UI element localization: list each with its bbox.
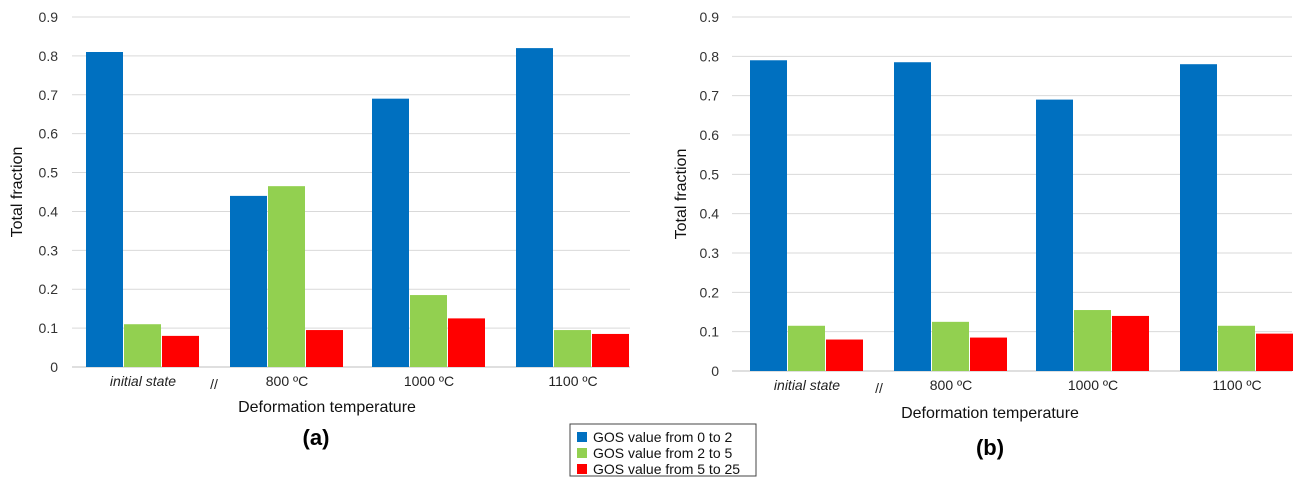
- y-tick-label: 0.7: [39, 87, 59, 103]
- axis-break-mark: //: [875, 380, 883, 396]
- legend-swatch: [577, 464, 587, 474]
- y-axis-title: Total fraction: [673, 149, 690, 240]
- bar: [306, 330, 343, 367]
- bar: [1180, 64, 1217, 371]
- legend-label: GOS value from 2 to 5: [593, 445, 732, 461]
- bar: [268, 186, 305, 367]
- bar: [750, 60, 787, 372]
- y-tick-label: 0.7: [700, 88, 720, 104]
- bar: [1256, 333, 1293, 371]
- y-tick-label: 0.5: [39, 165, 59, 181]
- bar: [1074, 310, 1111, 371]
- bar: [86, 52, 123, 367]
- bar: [410, 295, 447, 367]
- x-category-label: 1100 ºC: [548, 373, 597, 389]
- x-axis-title: Deformation temperature: [238, 399, 416, 416]
- x-category-label: 800 ºC: [930, 377, 972, 393]
- y-tick-label: 0.5: [700, 166, 720, 182]
- y-tick-label: 0.9: [39, 9, 59, 25]
- y-tick-label: 0.1: [39, 320, 59, 336]
- y-tick-label: 0.3: [700, 245, 720, 261]
- x-axis-title: Deformation temperature: [901, 405, 1079, 422]
- legend-label: GOS value from 5 to 25: [593, 461, 740, 477]
- x-category-label: 1000 ºC: [1068, 377, 1118, 393]
- y-tick-label: 0.2: [700, 284, 720, 300]
- x-category-label: 800 ºC: [266, 373, 308, 389]
- y-axis-title: Total fraction: [9, 147, 26, 238]
- bar: [932, 321, 969, 371]
- x-category-label: 1100 ºC: [1212, 377, 1261, 393]
- bar: [1112, 315, 1149, 371]
- y-tick-label: 0.3: [39, 242, 59, 258]
- legend-box: [569, 423, 757, 477]
- y-tick-label: 0.8: [700, 48, 720, 64]
- y-tick-label: 0.4: [700, 206, 720, 222]
- bar: [1036, 99, 1073, 371]
- bar: [1218, 325, 1255, 371]
- legend-label: GOS value from 0 to 2: [593, 429, 732, 445]
- y-tick-label: 0.9: [700, 9, 720, 25]
- y-tick-label: 0.4: [39, 203, 59, 219]
- bar: [230, 195, 267, 367]
- axis-break-mark: //: [210, 376, 218, 392]
- y-tick-label: 0.6: [700, 127, 720, 143]
- panel-label: (a): [303, 425, 330, 450]
- bar: [554, 330, 591, 367]
- y-tick-label: 0.2: [39, 281, 59, 297]
- legend-swatch: [577, 432, 587, 442]
- bar: [788, 325, 825, 371]
- bar: [826, 339, 863, 371]
- y-tick-label: 0.8: [39, 48, 59, 64]
- bar: [970, 337, 1007, 371]
- x-category-label: initial state: [110, 373, 176, 389]
- x-category-label: initial state: [774, 377, 840, 393]
- y-tick-label: 0: [50, 359, 58, 375]
- y-tick-label: 0: [711, 363, 719, 379]
- bar: [592, 333, 629, 367]
- y-tick-label: 0.1: [700, 324, 720, 340]
- bar: [894, 62, 931, 371]
- panel-label: (b): [976, 435, 1004, 460]
- bar: [162, 335, 199, 367]
- bar: [448, 318, 485, 367]
- chart-panel-a: 0 0.1 0.2 0.3 0.4 0.5 0.6 0.7 0.8 0.9 initial stat…: [9, 9, 630, 450]
- bar: [372, 98, 409, 368]
- bar: [516, 48, 553, 367]
- chart-panel-b: 0 0.1 0.2 0.3 0.4 0.5 0.6 0.7 0.8 0.9 initial stat…: [673, 9, 1293, 460]
- legend-swatch: [577, 448, 587, 458]
- x-category-label: 1000 ºC: [404, 373, 454, 389]
- bar: [124, 324, 161, 367]
- y-tick-label: 0.6: [39, 126, 59, 142]
